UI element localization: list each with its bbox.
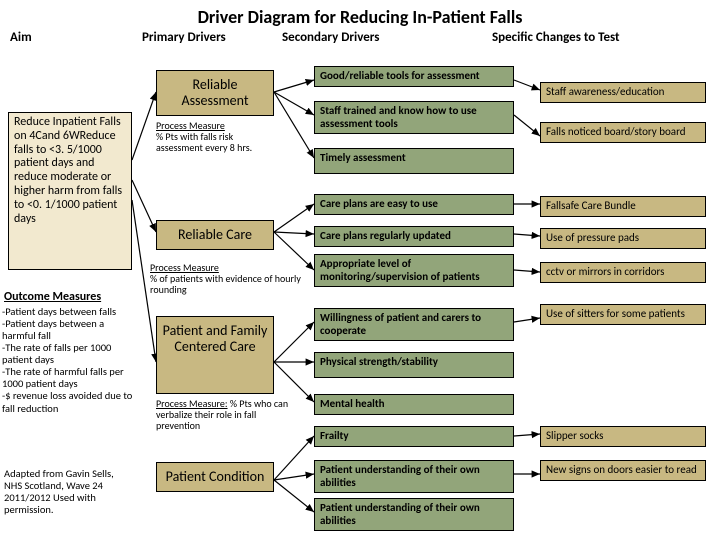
secondary-3: Care plans are easy to use <box>314 194 514 215</box>
change-5: Use of sitters for some patients <box>540 304 706 325</box>
outcome-heading: Outcome Measures <box>4 290 101 304</box>
secondary-10: Patient understanding of their own abili… <box>314 460 514 493</box>
change-2: Fallsafe Care Bundle <box>540 196 706 217</box>
secondary-8: Mental health <box>314 394 514 415</box>
secondary-11: Patient understanding of their own abili… <box>314 498 514 531</box>
secondary-5: Appropriate level of monitoring/supervis… <box>314 254 514 287</box>
change-1: Falls noticed board/story board <box>540 122 706 143</box>
change-6: Slipper socks <box>540 426 706 447</box>
heading-primary: Primary Drivers <box>138 30 278 45</box>
measure-text: % of patients with evidence of hourly ro… <box>150 272 301 296</box>
credit-text: Adapted from Gavin Sells, NHS Scotland, … <box>4 468 124 516</box>
measure-text: % Pts with falls risk assessment every 8… <box>156 130 252 154</box>
primary-patient-condition: Patient Condition <box>156 462 274 492</box>
secondary-0: Good/reliable tools for assessment <box>314 66 514 87</box>
secondary-7: Physical strength/stability <box>314 352 514 378</box>
primary-reliable-assessment: Reliable Assessment <box>156 70 274 116</box>
secondary-2: Timely assessment <box>314 148 514 174</box>
aim-box: Reduce Inpatient Falls on 4Cand 6WReduce… <box>8 112 132 270</box>
outcome-items: -Patient days between falls -Patient day… <box>2 306 140 415</box>
secondary-6: Willingness of patient and carers to coo… <box>314 308 514 341</box>
change-7: New signs on doors easier to read <box>540 460 706 481</box>
primary-patient-family: Patient and Family Centered Care <box>156 316 274 394</box>
aim-text: Reduce Inpatient Falls on 4Cand 6WReduce… <box>14 115 122 226</box>
heading-changes: Specific Changes to Test <box>488 30 658 45</box>
diagram-title: Driver Diagram for Reducing In-Patient F… <box>0 0 720 30</box>
column-headings: Aim Primary Drivers Secondary Drivers Sp… <box>0 30 720 45</box>
secondary-9: Frailty <box>314 426 514 447</box>
change-0: Staff awareness/education <box>540 82 706 103</box>
secondary-1: Staff trained and know how to use assess… <box>314 101 514 134</box>
secondary-4: Care plans regularly updated <box>314 226 514 247</box>
primary-reliable-care: Reliable Care <box>156 220 274 250</box>
heading-aim: Aim <box>6 30 138 45</box>
change-3: Use of pressure pads <box>540 228 706 249</box>
heading-secondary: Secondary Drivers <box>278 30 488 45</box>
change-4: cctv or mirrors in corridors <box>540 262 706 283</box>
